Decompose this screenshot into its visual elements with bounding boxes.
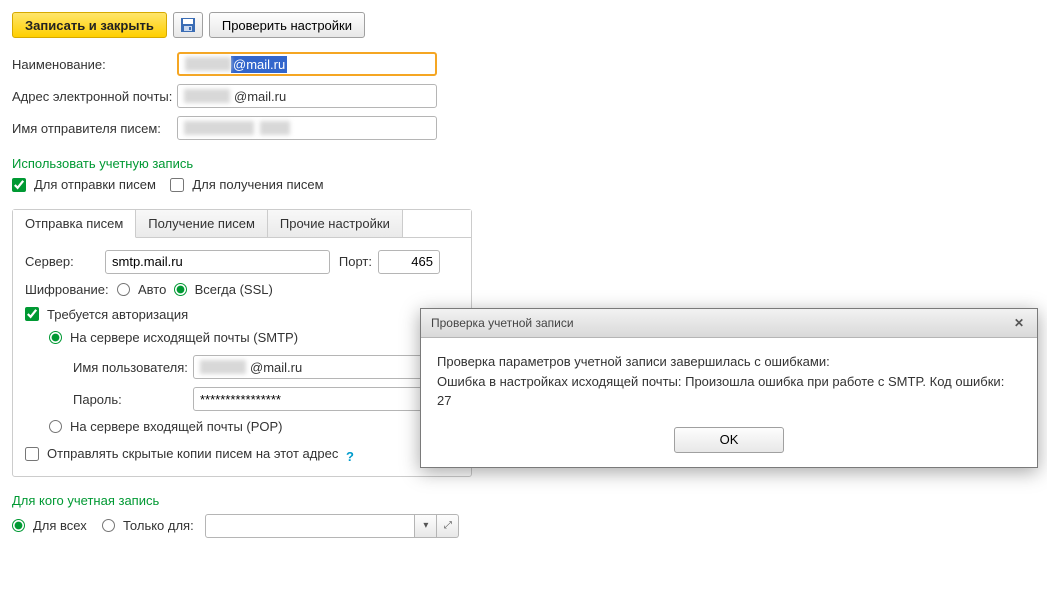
only-for-combo[interactable]: ▾ ⤢	[205, 514, 459, 538]
server-input[interactable]	[105, 250, 330, 274]
rad-only-for[interactable]: Только для:	[102, 518, 194, 533]
toolbar: Записать и закрыть Проверить настройки	[12, 12, 1035, 38]
rad-enc-ssl-input[interactable]	[174, 283, 187, 296]
rad-auth-smtp-label: На сервере исходящей почты (SMTP)	[70, 330, 298, 345]
rad-auth-smtp-input[interactable]	[49, 331, 62, 344]
chk-auth-required[interactable]: Требуется авторизация	[25, 307, 188, 322]
name-value-selected: @mail.ru	[231, 56, 287, 73]
sender-label: Имя отправителя писем:	[12, 121, 177, 136]
dialog-line2: Ошибка в настройках исходящей почты: Про…	[437, 372, 1021, 411]
rad-for-all-label: Для всех	[33, 518, 87, 533]
row-name: Наименование: @mail.ru	[12, 52, 1035, 76]
row-sender: Имя отправителя писем:	[12, 116, 1035, 140]
row-pass: Пароль:	[73, 387, 459, 411]
rad-auth-pop-input[interactable]	[49, 420, 62, 433]
chk-bcc[interactable]: Отправлять скрытые копии писем на этот а…	[25, 446, 338, 461]
for-whom-row: Для всех Только для: ▾ ⤢	[12, 514, 459, 538]
use-account-row: Для отправки писем Для получения писем	[12, 177, 1035, 195]
tab-body: Сервер: Порт: Шифрование: Авто Всегда (S…	[13, 238, 471, 476]
chk-bcc-label: Отправлять скрытые копии писем на этот а…	[47, 446, 338, 461]
chk-bcc-box[interactable]	[25, 447, 39, 461]
error-dialog: Проверка учетной записи ✕ Проверка парам…	[420, 308, 1038, 468]
chk-auth-required-box[interactable]	[25, 307, 39, 321]
user-label: Имя пользователя:	[73, 360, 193, 375]
port-label: Порт:	[330, 254, 378, 269]
pass-label: Пароль:	[73, 392, 193, 407]
check-settings-button[interactable]: Проверить настройки	[209, 12, 365, 38]
ok-button[interactable]: OK	[674, 427, 784, 453]
row-bcc: Отправлять скрытые копии писем на этот а…	[25, 446, 459, 464]
use-account-title: Использовать учетную запись	[12, 156, 1035, 171]
chk-for-receiving-box[interactable]	[170, 178, 184, 192]
chk-for-sending[interactable]: Для отправки писем	[12, 177, 156, 192]
tab-send[interactable]: Отправка писем	[13, 210, 136, 238]
rad-only-for-label: Только для:	[123, 518, 194, 533]
chk-for-receiving[interactable]: Для получения писем	[170, 177, 323, 192]
tab-receive[interactable]: Получение писем	[136, 210, 268, 237]
rad-enc-auto-label: Авто	[138, 282, 166, 297]
for-whom-title: Для кого учетная запись	[12, 493, 1035, 508]
rad-auth-smtp[interactable]: На сервере исходящей почты (SMTP)	[49, 330, 298, 345]
rad-for-all-input[interactable]	[12, 519, 25, 532]
chk-auth-required-label: Требуется авторизация	[47, 307, 188, 322]
encryption-label: Шифрование:	[25, 282, 117, 297]
rad-enc-auto-input[interactable]	[117, 283, 130, 296]
user-input[interactable]: @mail.ru	[193, 355, 428, 379]
name-label: Наименование:	[12, 57, 177, 72]
rad-enc-ssl[interactable]: Всегда (SSL)	[174, 282, 273, 297]
save-button[interactable]	[173, 12, 203, 38]
help-icon[interactable]: ?	[346, 449, 354, 464]
rad-for-all[interactable]: Для всех	[12, 518, 87, 533]
rad-only-for-input[interactable]	[102, 519, 115, 532]
rad-enc-ssl-label: Всегда (SSL)	[195, 282, 273, 297]
port-input[interactable]	[378, 250, 440, 274]
close-icon[interactable]: ✕	[1011, 315, 1027, 331]
row-auth-required: Требуется авторизация	[25, 307, 459, 325]
email-label: Адрес электронной почты:	[12, 89, 177, 104]
name-input[interactable]: @mail.ru	[177, 52, 437, 76]
chk-for-receiving-label: Для получения писем	[192, 177, 323, 192]
dialog-line1: Проверка параметров учетной записи завер…	[437, 352, 1021, 372]
expand-icon[interactable]: ⤢	[437, 514, 459, 538]
rad-enc-auto[interactable]: Авто	[117, 282, 166, 297]
row-encryption: Шифрование: Авто Всегда (SSL)	[25, 282, 459, 297]
chk-for-sending-label: Для отправки писем	[34, 177, 156, 192]
tab-other[interactable]: Прочие настройки	[268, 210, 403, 237]
dialog-title-text: Проверка учетной записи	[431, 316, 574, 330]
only-for-input[interactable]	[205, 514, 415, 538]
auth-block: На сервере исходящей почты (SMTP) Имя по…	[25, 330, 459, 436]
row-user: Имя пользователя: @mail.ru	[73, 355, 459, 379]
rad-auth-pop-label: На сервере входящей почты (POP)	[70, 419, 283, 434]
tabs: Отправка писем Получение писем Прочие на…	[12, 209, 472, 477]
floppy-icon	[181, 18, 195, 32]
email-domain: @mail.ru	[234, 89, 286, 104]
sender-input[interactable]	[177, 116, 437, 140]
chk-for-sending-box[interactable]	[12, 178, 26, 192]
dialog-titlebar[interactable]: Проверка учетной записи ✕	[421, 309, 1037, 338]
row-email: Адрес электронной почты: @mail.ru	[12, 84, 1035, 108]
email-input[interactable]: @mail.ru	[177, 84, 437, 108]
dialog-footer: OK	[421, 419, 1037, 467]
chevron-down-icon[interactable]: ▾	[415, 514, 437, 538]
user-domain: @mail.ru	[250, 360, 302, 375]
rad-auth-pop[interactable]: На сервере входящей почты (POP)	[49, 419, 283, 434]
tab-bar: Отправка писем Получение писем Прочие на…	[13, 210, 471, 238]
server-label: Сервер:	[25, 254, 105, 269]
save-close-button[interactable]: Записать и закрыть	[12, 12, 167, 38]
row-server: Сервер: Порт:	[25, 250, 459, 274]
dialog-body: Проверка параметров учетной записи завер…	[421, 338, 1037, 419]
pass-input[interactable]	[193, 387, 428, 411]
